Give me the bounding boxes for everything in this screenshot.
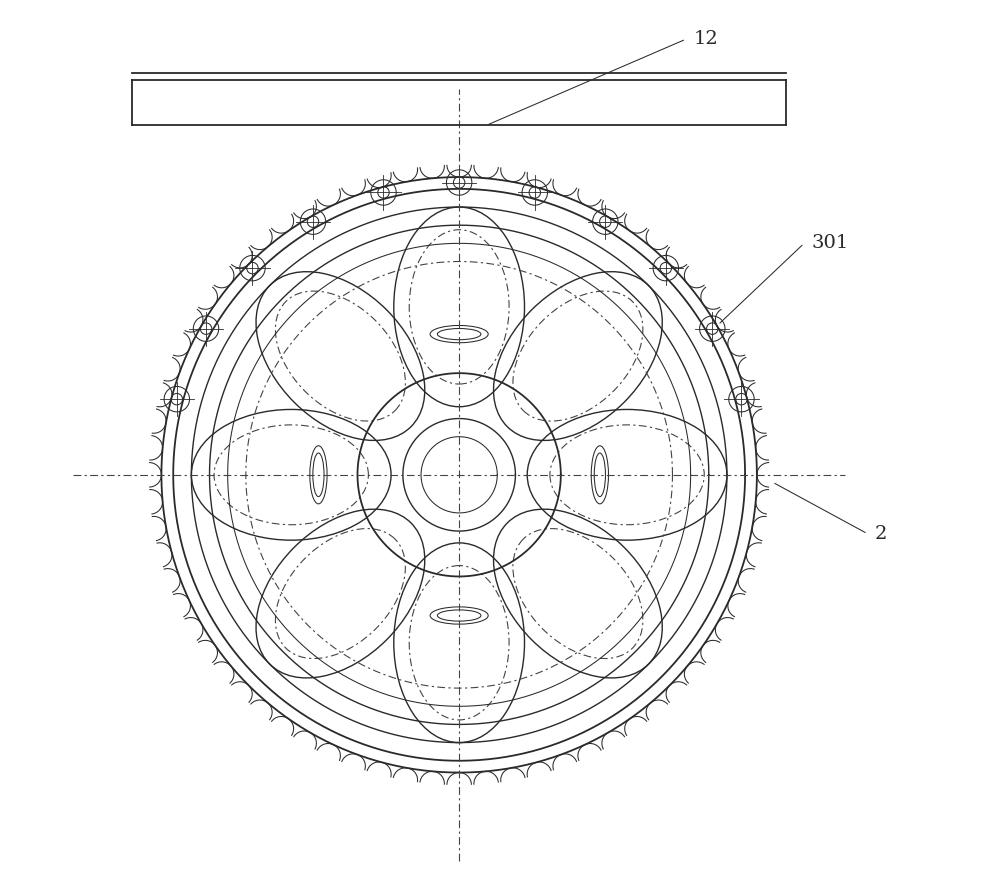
Text: 301: 301 xyxy=(811,234,849,253)
Text: 2: 2 xyxy=(875,524,887,543)
Text: 12: 12 xyxy=(693,30,718,48)
